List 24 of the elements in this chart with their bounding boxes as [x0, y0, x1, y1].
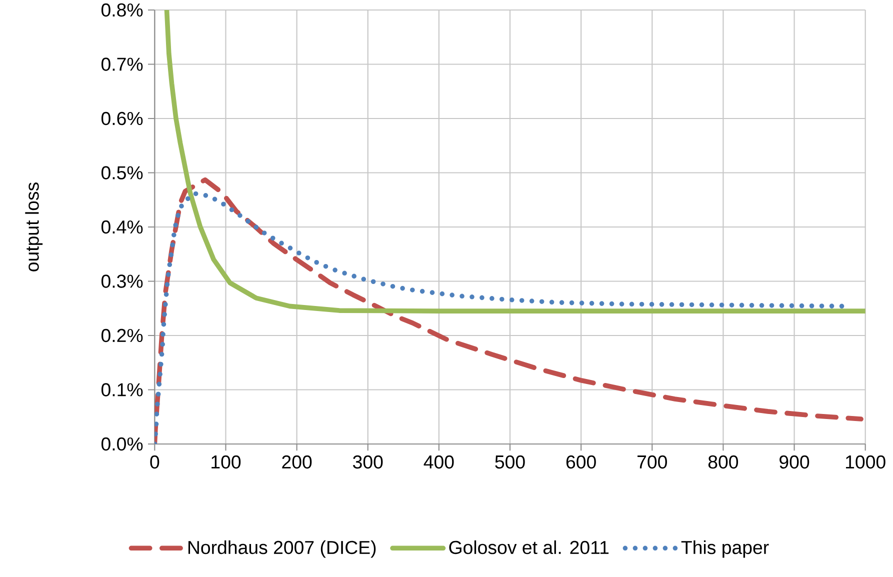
legend-label: Nordhaus 2007 (DICE): [188, 540, 376, 558]
y-tick-label: 0.6%: [101, 112, 143, 126]
x-tick-label: 100: [212, 455, 241, 469]
y-tick-label: 0.4%: [101, 220, 143, 234]
x-tick-label: 800: [708, 455, 738, 469]
y-axis-title: output loss: [25, 182, 43, 272]
x-tick-label: 700: [638, 455, 667, 469]
y-tick-label: 0.5%: [101, 166, 143, 180]
x-tick-label: 1000: [846, 455, 886, 469]
y-tick-label: 0.3%: [101, 274, 143, 288]
x-tick-label: 0: [150, 455, 160, 469]
y-tick-label: 0.0%: [101, 437, 143, 451]
y-tick-label: 0.1%: [101, 383, 143, 396]
y-tick-label: 0.2%: [101, 328, 143, 342]
x-tick-label: 200: [282, 455, 312, 469]
x-tick-label: 400: [424, 455, 454, 469]
x-tick-label: 500: [495, 455, 525, 469]
y-tick-label: 0.7%: [101, 58, 143, 71]
x-tick-label: 900: [780, 455, 810, 469]
legend-label: This paper: [681, 540, 769, 558]
y-tick-label: 0.8%: [101, 3, 143, 17]
legend-label: Golosov et al. 2011: [449, 540, 609, 554]
x-tick-label: 600: [566, 455, 596, 469]
x-tick-label: 300: [353, 455, 383, 469]
